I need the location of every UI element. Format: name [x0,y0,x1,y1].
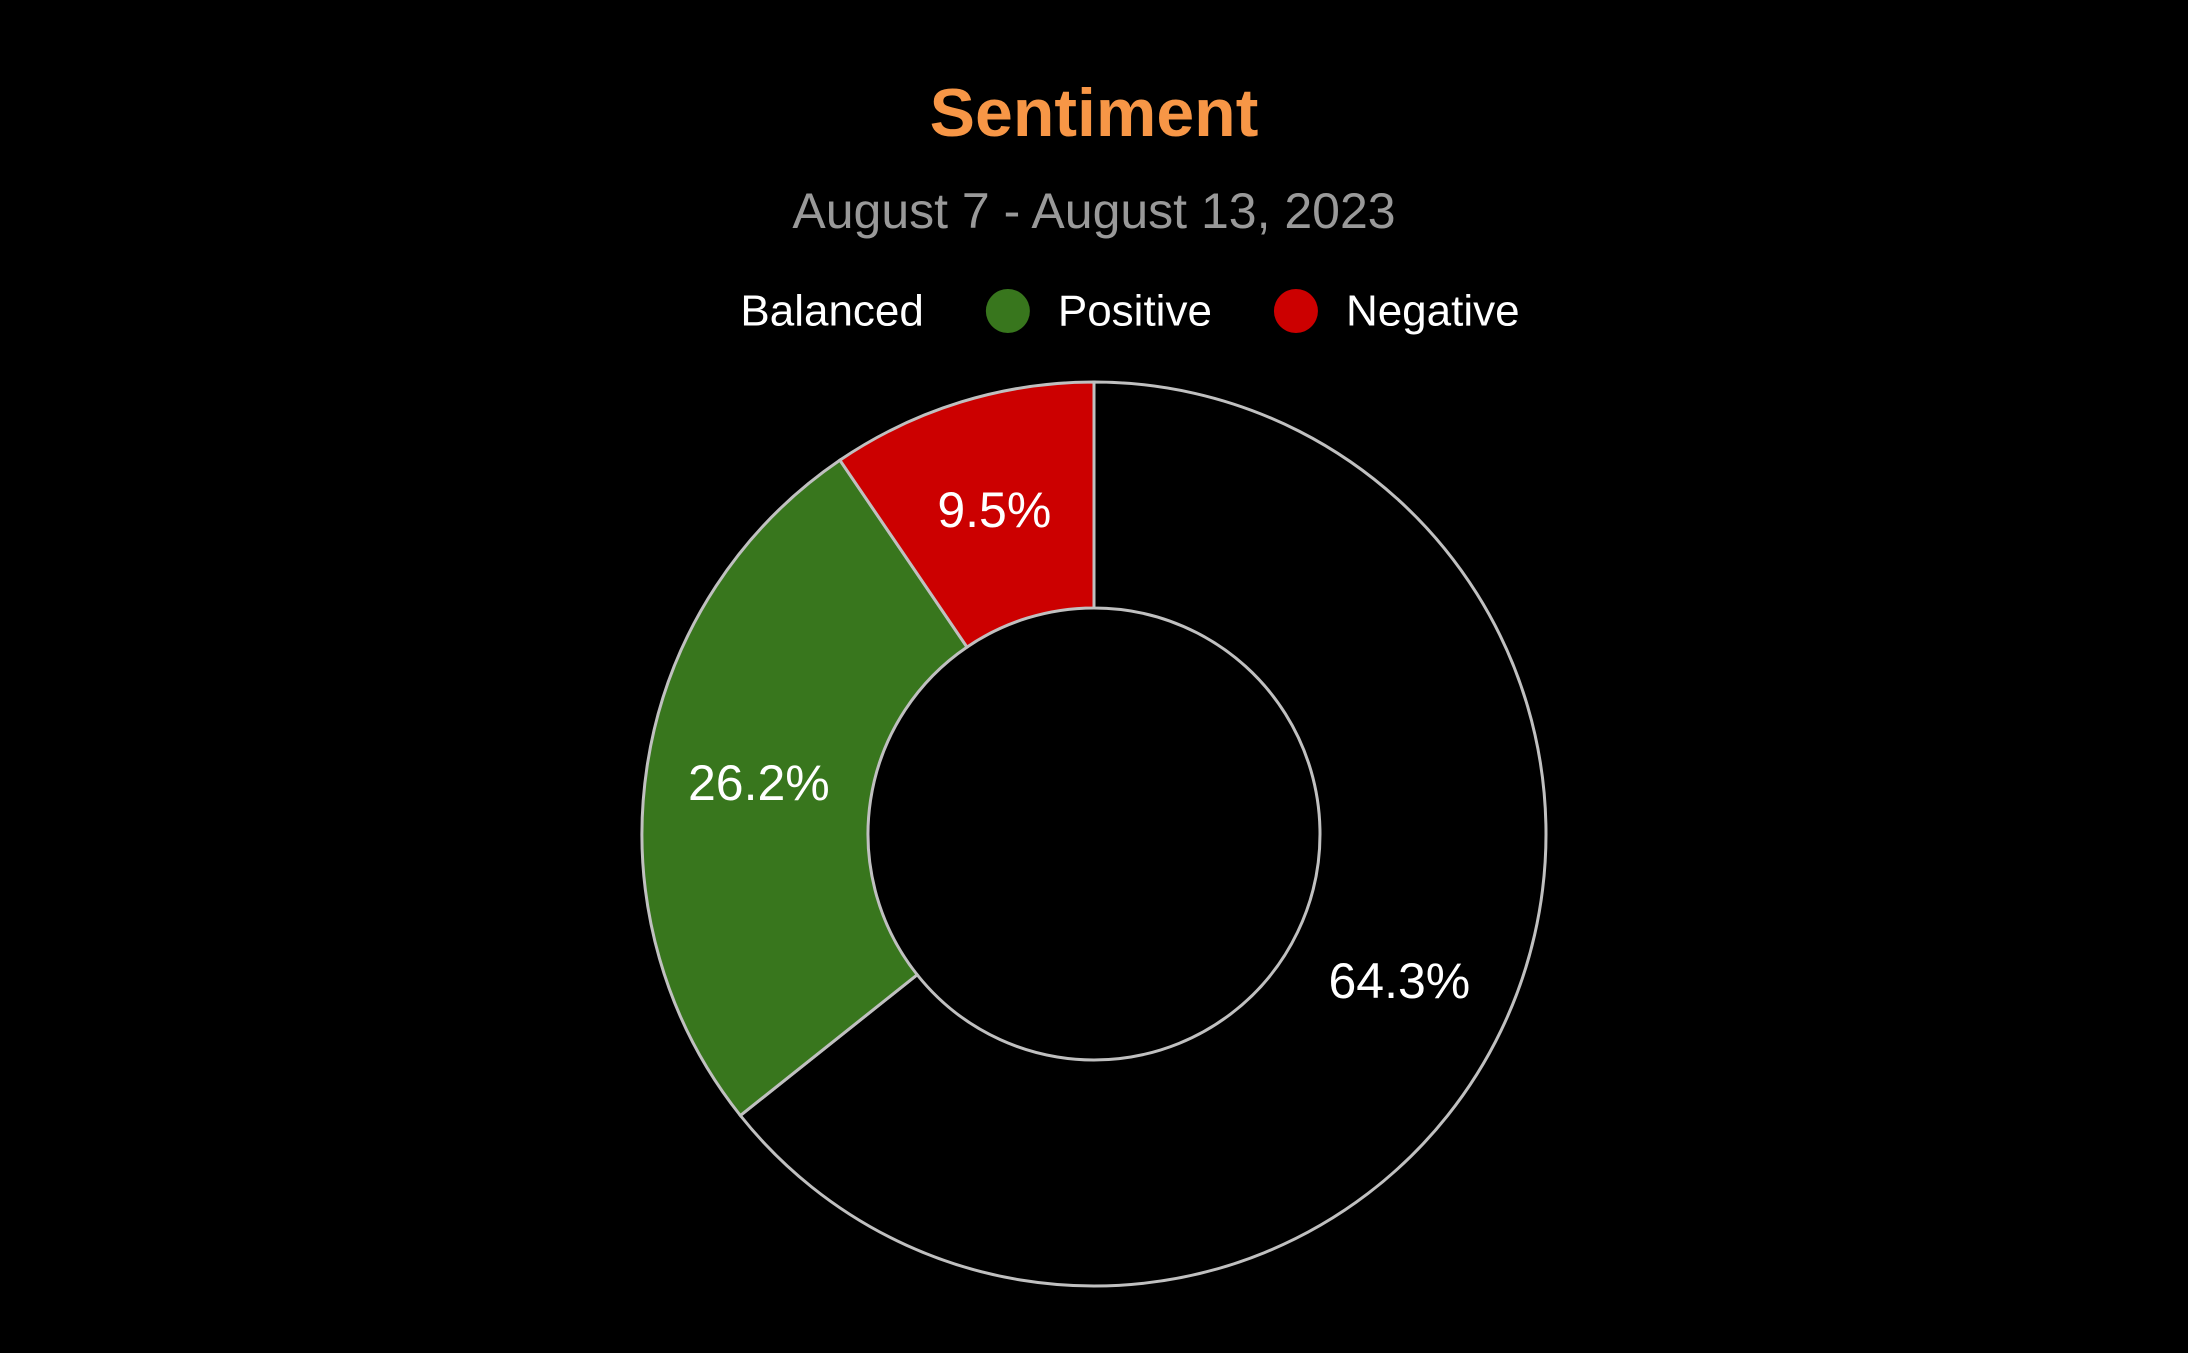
legend-label-balanced: Balanced [740,287,923,336]
chart-subtitle: August 7 - August 13, 2023 [792,183,1395,239]
data-label-negative: 9.5% [937,482,1051,538]
data-labels: 64.3% 26.2% 9.5% [688,482,1470,1009]
legend-swatch-negative [1273,289,1318,333]
slice-positive [640,458,970,1118]
legend: Balanced Positive Negative [668,287,1520,336]
legend-label-positive: Positive [1058,287,1212,336]
donut-slices [640,380,1548,1288]
legend-swatch-positive [985,289,1030,333]
legend-swatch-balanced [668,289,713,333]
data-label-balanced: 64.3% [1328,953,1470,1009]
slice-balanced [738,380,1548,1288]
slice-negative [837,380,1096,650]
legend-label-negative: Negative [1346,287,1520,336]
chart-title: Sentiment [930,75,1259,151]
data-label-positive: 26.2% [688,755,830,811]
